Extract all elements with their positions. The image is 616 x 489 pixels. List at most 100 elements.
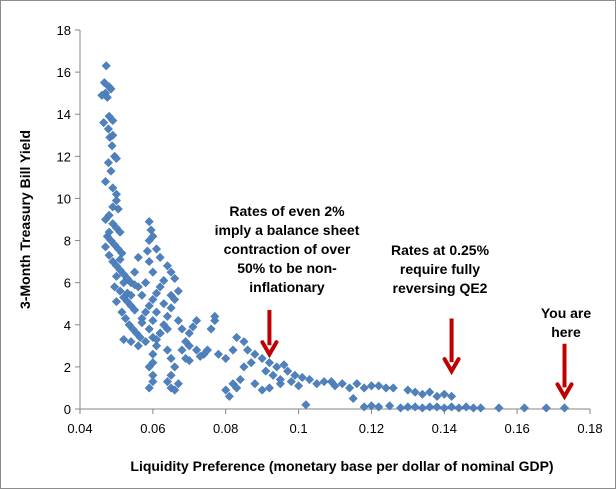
data-point bbox=[232, 332, 242, 342]
y-tick-label: 4 bbox=[64, 318, 71, 333]
data-point bbox=[144, 383, 154, 393]
data-point bbox=[213, 349, 224, 359]
data-point bbox=[99, 118, 109, 128]
annotation-line: reversing QE2 bbox=[393, 280, 488, 296]
data-point bbox=[148, 294, 158, 305]
y-axis-ticks: 0 2 4 6 8 10 12 14 16 18 bbox=[57, 23, 80, 417]
data-point bbox=[100, 214, 111, 225]
data-point bbox=[148, 377, 158, 387]
data-point bbox=[106, 166, 116, 176]
data-point bbox=[250, 379, 260, 389]
data-point bbox=[432, 391, 442, 401]
data-point bbox=[290, 370, 300, 380]
data-point bbox=[162, 261, 173, 271]
y-tick-label: 0 bbox=[64, 402, 71, 417]
data-point bbox=[151, 244, 162, 254]
data-point bbox=[155, 252, 165, 262]
data-point bbox=[117, 307, 127, 317]
data-point bbox=[476, 403, 486, 413]
data-point bbox=[155, 282, 165, 292]
data-point bbox=[374, 402, 384, 412]
annotation-line: contraction of over bbox=[224, 241, 351, 257]
data-point bbox=[170, 385, 180, 395]
data-point bbox=[195, 351, 205, 361]
data-point bbox=[162, 345, 173, 355]
annotation-line: inflationary bbox=[249, 279, 325, 295]
data-point bbox=[130, 280, 140, 290]
data-point bbox=[202, 345, 213, 355]
data-point bbox=[246, 358, 256, 368]
data-point bbox=[417, 389, 428, 399]
data-point bbox=[454, 403, 464, 413]
data-point bbox=[100, 177, 111, 187]
data-point bbox=[115, 286, 125, 296]
annotation-line: 50% to be non- bbox=[237, 260, 337, 276]
data-point bbox=[111, 195, 122, 206]
x-tick-label: 0.06 bbox=[140, 421, 165, 436]
data-point bbox=[461, 402, 471, 412]
y-tick-label: 18 bbox=[57, 23, 71, 38]
data-point bbox=[173, 379, 183, 389]
annotation-line: Rates at 0.25% bbox=[391, 242, 490, 258]
data-point bbox=[101, 61, 111, 71]
data-point bbox=[559, 403, 570, 413]
data-point bbox=[468, 403, 479, 413]
data-point bbox=[111, 153, 122, 164]
data-point bbox=[494, 403, 504, 413]
data-point bbox=[170, 362, 180, 372]
data-point bbox=[130, 267, 140, 277]
data-point bbox=[126, 337, 136, 347]
data-point bbox=[151, 288, 162, 298]
annotation-arrows bbox=[260, 310, 574, 401]
y-tick-label: 12 bbox=[57, 149, 71, 164]
data-point bbox=[250, 349, 260, 359]
data-point bbox=[140, 278, 151, 288]
y-tick-label: 2 bbox=[64, 360, 71, 375]
data-point bbox=[359, 402, 369, 412]
annotation-line: require fully bbox=[400, 261, 480, 277]
x-axis-title: Liquidity Preference (monetary base per … bbox=[130, 458, 553, 474]
data-point bbox=[242, 345, 253, 355]
data-point bbox=[140, 307, 151, 317]
annotation-line: You are bbox=[541, 305, 592, 321]
data-point bbox=[104, 250, 114, 260]
data-point bbox=[140, 337, 151, 347]
data-point bbox=[103, 124, 113, 134]
data-point bbox=[151, 334, 162, 345]
data-point bbox=[228, 345, 238, 355]
data-point bbox=[159, 299, 169, 309]
data-point bbox=[210, 311, 220, 321]
x-axis-ticks: 0.04 0.06 0.08 0.1 0.12 0.14 0.16 0.18 bbox=[67, 409, 603, 436]
data-point bbox=[366, 401, 377, 411]
data-point bbox=[385, 401, 395, 411]
data-point bbox=[337, 379, 347, 389]
data-point bbox=[188, 322, 198, 332]
data-point bbox=[446, 402, 457, 412]
annotation-text: Rates at 0.25% require fully reversing QE2 bbox=[391, 242, 490, 296]
data-point bbox=[293, 381, 304, 391]
data-point bbox=[107, 141, 117, 151]
data-point bbox=[410, 387, 420, 397]
data-point bbox=[191, 315, 202, 326]
data-point bbox=[304, 374, 315, 385]
data-point bbox=[155, 328, 165, 338]
data-point bbox=[144, 257, 154, 267]
data-point bbox=[439, 389, 449, 399]
data-point bbox=[184, 341, 194, 351]
data-point bbox=[104, 227, 114, 237]
data-point bbox=[142, 246, 152, 256]
data-points bbox=[97, 61, 570, 413]
data-point bbox=[110, 282, 120, 292]
data-point bbox=[151, 341, 162, 351]
data-point bbox=[130, 305, 140, 315]
annotation-line: imply a balance sheet bbox=[215, 222, 360, 238]
data-point bbox=[275, 374, 285, 385]
data-point bbox=[417, 403, 428, 413]
data-point bbox=[144, 217, 154, 227]
data-point bbox=[319, 377, 329, 387]
data-point bbox=[162, 377, 173, 387]
x-tick-label: 0.08 bbox=[213, 421, 238, 436]
data-point bbox=[366, 381, 377, 391]
data-point bbox=[159, 275, 169, 286]
data-point bbox=[177, 324, 187, 334]
